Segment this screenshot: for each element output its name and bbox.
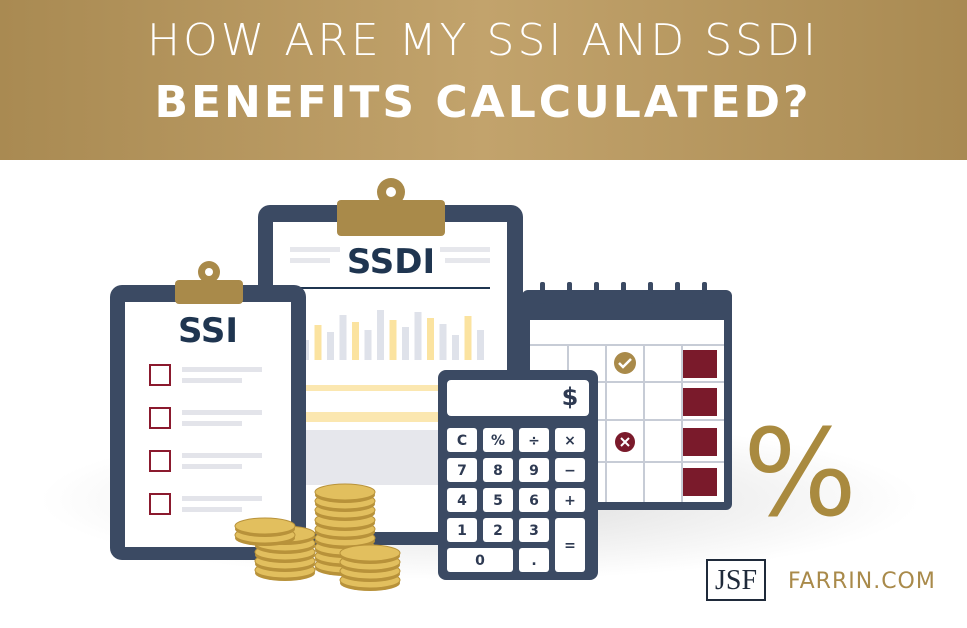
calculator-key — [555, 488, 585, 512]
key-label: C — [457, 433, 467, 449]
title-line: HOW ARE MY SSI AND SSDI — [147, 15, 819, 66]
calendar-ring — [567, 282, 572, 304]
chart-bar — [452, 335, 459, 360]
calculator-key — [555, 518, 585, 572]
key-label: 8 — [493, 463, 503, 479]
key-label: 5 — [493, 493, 503, 509]
chart-bar — [364, 330, 372, 360]
key-label: = — [564, 538, 576, 554]
coin — [339, 544, 401, 562]
title-line: BENEFITS CALCULATED? — [154, 77, 811, 128]
calendar-ring — [702, 282, 707, 304]
logo: JSF FARRIN.COM — [706, 559, 936, 601]
chart-bar — [327, 332, 334, 360]
key-label: + — [564, 493, 576, 509]
coin — [314, 483, 376, 501]
calculator-key — [519, 488, 549, 512]
chart-bar — [427, 318, 434, 360]
logo-site: FARRIN.COM — [788, 569, 936, 594]
chart-bar — [389, 320, 397, 360]
calculator-key — [519, 428, 549, 452]
key-label: ÷ — [528, 433, 540, 449]
chart-bar — [339, 315, 347, 360]
calendar-ring — [648, 282, 653, 304]
calculator-display: $ — [562, 383, 579, 411]
coin — [234, 517, 296, 535]
calculator-key — [519, 518, 549, 542]
key-label: 3 — [529, 523, 539, 539]
key-label: . — [531, 553, 536, 569]
percent-sign: % — [743, 405, 857, 544]
calculator-key — [483, 458, 513, 482]
ssi-clipboard: SSI — [110, 261, 306, 560]
clipboard-label: SSI — [178, 311, 238, 351]
calculator-key — [447, 548, 513, 572]
key-label: × — [564, 433, 576, 449]
calculator-key — [519, 548, 549, 572]
calculator-key — [447, 518, 477, 542]
calendar-ring — [540, 282, 545, 304]
key-label: 9 — [529, 463, 539, 479]
chart-bar — [314, 325, 322, 360]
calculator-key — [483, 518, 513, 542]
chart-bar — [464, 316, 472, 360]
calculator-key — [555, 428, 585, 452]
key-label: − — [564, 463, 576, 479]
calculator-key — [447, 458, 477, 482]
chart-bar — [352, 322, 359, 360]
calculator-key — [447, 488, 477, 512]
coins — [234, 483, 401, 591]
key-label: 0 — [475, 553, 485, 569]
key-label: 4 — [457, 493, 467, 509]
calculator-key — [519, 458, 549, 482]
logo-mark: JSF — [715, 565, 757, 596]
key-label: 1 — [457, 523, 467, 539]
chart-bar — [377, 310, 384, 360]
chart-bar — [402, 327, 409, 360]
key-label: 2 — [493, 523, 503, 539]
calculator-key — [483, 488, 513, 512]
header-band — [0, 0, 967, 160]
calculator-key — [447, 428, 477, 452]
calendar-ring — [621, 282, 626, 304]
chart-bar — [477, 330, 484, 360]
calculator-key — [483, 428, 513, 452]
key-label: 7 — [457, 463, 467, 479]
key-label: 6 — [529, 493, 539, 509]
calculator-key — [555, 458, 585, 482]
calendar-ring — [675, 282, 680, 304]
calendar-ring — [594, 282, 599, 304]
calculator: $ C% ÷ × 7 8 9 − 4 5 6 +1 2 3 = 0. — [438, 370, 598, 580]
clipboard-label: SSDI — [347, 242, 435, 282]
chart-bar — [439, 324, 447, 360]
chart-bar — [414, 312, 422, 360]
key-label: % — [491, 433, 505, 449]
